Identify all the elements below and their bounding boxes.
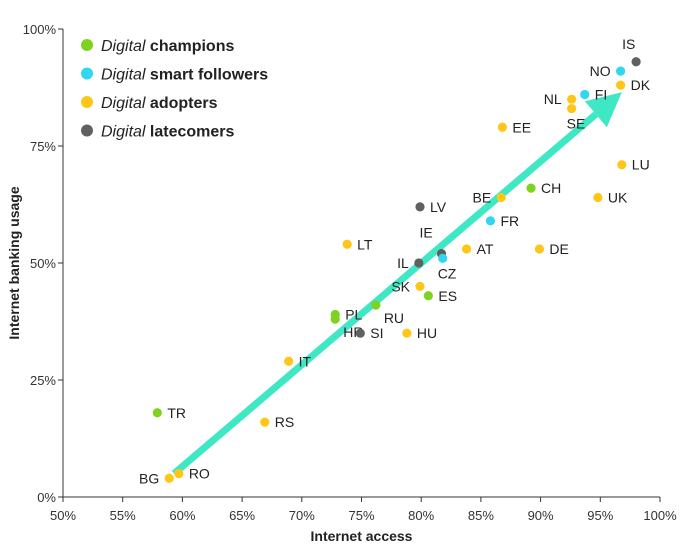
- point-fr: [485, 216, 496, 226]
- point-at: [461, 244, 472, 254]
- point-label-se: SE: [567, 116, 586, 132]
- point-rs: [260, 417, 270, 427]
- point-label-nl: NL: [544, 91, 562, 107]
- x-tick-label: 65%: [229, 508, 255, 523]
- point-label-bg: BG: [139, 470, 159, 486]
- x-axis-title: Internet access: [311, 528, 413, 544]
- y-tick-label: 50%: [30, 256, 56, 271]
- point-si: [355, 328, 365, 338]
- point-lt: [342, 239, 352, 249]
- y-tick-label: 25%: [30, 373, 56, 388]
- point-label-dk: DK: [631, 77, 651, 93]
- point-label-cz: CZ: [438, 265, 457, 281]
- point-label-uk: UK: [608, 189, 628, 205]
- point-ee: [497, 122, 507, 132]
- point-label-il: IL: [397, 255, 409, 271]
- point-label-at: AT: [477, 241, 494, 257]
- x-tick-label: 85%: [468, 508, 494, 523]
- point-label-de: DE: [549, 241, 568, 257]
- point-ru: [371, 300, 381, 310]
- trend-arrow-shaft: [171, 111, 599, 477]
- point-label-ru: RU: [384, 310, 404, 326]
- point-label-is: IS: [622, 36, 635, 52]
- point-label-lt: LT: [357, 236, 373, 252]
- x-tick-label: 80%: [408, 508, 434, 523]
- point-label-es: ES: [438, 288, 457, 304]
- y-tick-label: 0%: [37, 490, 56, 505]
- point-label-lu: LU: [632, 157, 650, 173]
- point-label-ie: IE: [419, 225, 432, 241]
- x-tick-label: 75%: [348, 508, 374, 523]
- legend-marker-latecomers: [81, 124, 93, 137]
- point-label-si: SI: [370, 325, 383, 341]
- point-label-fi: FI: [595, 87, 607, 103]
- point-uk: [593, 192, 603, 203]
- point-hu: [402, 328, 412, 338]
- x-tick-label: 70%: [289, 508, 315, 523]
- point-cz: [438, 253, 448, 263]
- point-se: [567, 103, 577, 114]
- point-it: [284, 356, 294, 366]
- point-ro: [174, 469, 184, 479]
- x-tick-label: 60%: [169, 508, 195, 523]
- legend-label-latecomers: Digital latecomers: [101, 124, 235, 141]
- x-tick-label: 50%: [50, 508, 76, 523]
- x-tick-label: 95%: [587, 508, 613, 523]
- legend-label-adopters: Digital adopters: [101, 95, 218, 112]
- point-tr: [152, 408, 162, 418]
- point-es: [423, 291, 433, 301]
- point-label-pl: PL: [345, 306, 362, 322]
- point-label-ro: RO: [189, 466, 210, 482]
- point-bg: [164, 473, 174, 483]
- point-label-rs: RS: [275, 414, 294, 430]
- x-tick-label: 55%: [110, 508, 136, 523]
- point-be: [496, 192, 506, 203]
- point-label-tr: TR: [167, 405, 186, 421]
- legend-marker-champions: [81, 39, 93, 51]
- x-tick-label: 90%: [528, 508, 554, 523]
- point-label-no: NO: [590, 63, 611, 79]
- point-ch: [526, 183, 536, 193]
- point-label-ch: CH: [541, 180, 561, 196]
- point-no: [615, 66, 626, 76]
- point-dk: [615, 80, 626, 90]
- point-label-fr: FR: [500, 213, 519, 229]
- point-label-it: IT: [299, 353, 312, 369]
- point-label-sk: SK: [391, 278, 410, 294]
- point-lv: [415, 202, 425, 212]
- point-is: [631, 57, 641, 67]
- point-fi: [580, 89, 590, 100]
- point-label-ee: EE: [512, 119, 531, 135]
- point-label-lv: LV: [430, 199, 447, 215]
- trend-arrow-head: [584, 92, 622, 128]
- legend-marker-adopters: [81, 96, 93, 108]
- y-tick-label: 75%: [30, 139, 56, 154]
- point-de: [534, 244, 545, 254]
- point-label-be: BE: [473, 189, 492, 205]
- point-label-hu: HU: [417, 325, 437, 341]
- point-sk: [415, 281, 425, 291]
- legend-label-smart: Digital smart followers: [101, 67, 268, 84]
- legend-label-champions: Digital champions: [101, 38, 234, 55]
- point-hr: [330, 314, 340, 324]
- point-lu: [617, 160, 627, 170]
- y-axis-title: Internet banking usage: [6, 186, 22, 339]
- legend-marker-smart: [81, 67, 93, 80]
- y-tick-label: 100%: [23, 22, 57, 37]
- point-il: [414, 258, 424, 268]
- point-nl: [567, 94, 577, 104]
- x-tick-label: 100%: [643, 508, 677, 523]
